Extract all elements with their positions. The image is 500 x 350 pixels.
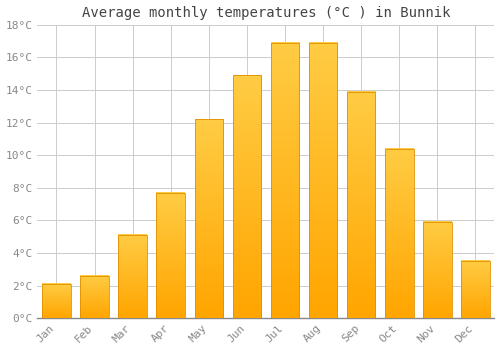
Bar [461,261,490,318]
Bar [385,149,414,318]
Bar [156,193,185,318]
Bar [347,92,376,318]
Bar [194,119,223,318]
Bar [309,43,338,318]
Bar [118,235,147,318]
Bar [42,284,70,318]
Bar [423,222,452,318]
Bar [270,43,300,318]
Title: Average monthly temperatures (°C ) in Bunnik: Average monthly temperatures (°C ) in Bu… [82,6,450,20]
Bar [232,75,261,318]
Bar [80,276,109,318]
